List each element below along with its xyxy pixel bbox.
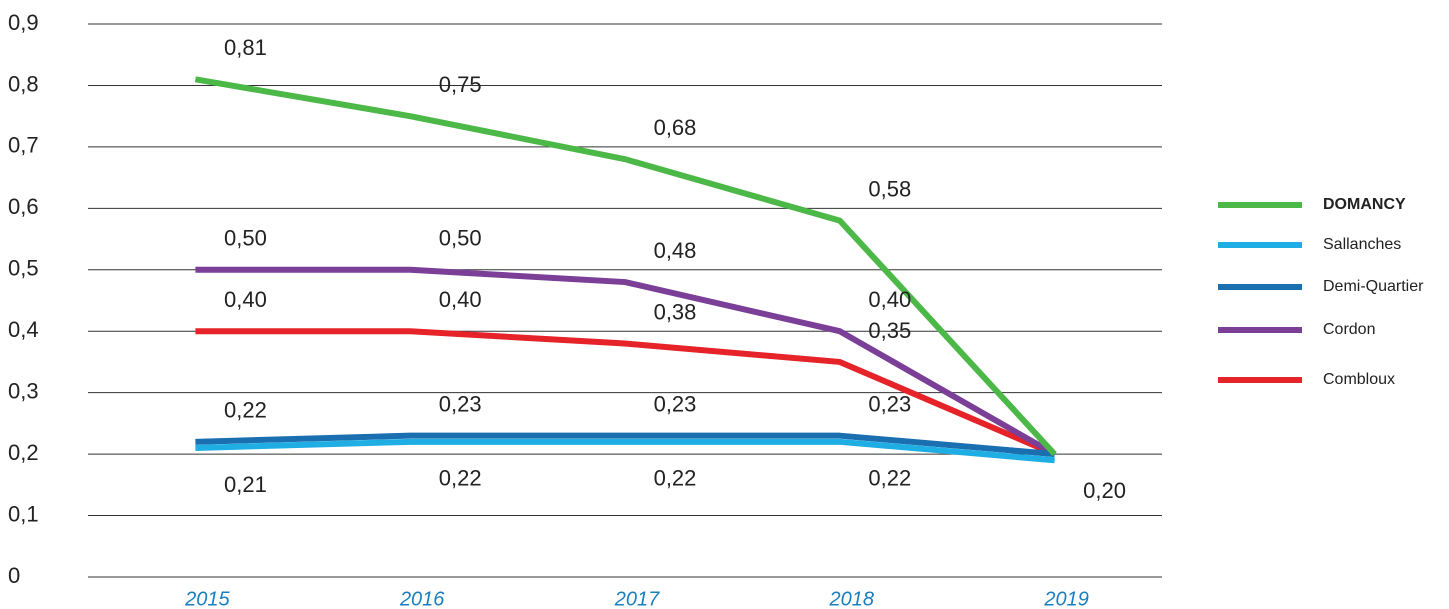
value-label: 0,40 [439, 287, 482, 312]
value-label: 0,81 [224, 35, 267, 60]
x-tick-label: 2016 [399, 588, 445, 609]
value-label: 0,50 [224, 226, 267, 251]
line [194, 76, 1057, 457]
value-label: 0,23 [868, 391, 911, 416]
value-label: 0,20 [1083, 478, 1126, 503]
value-label: 0,22 [654, 466, 697, 491]
value-label: 0,68 [654, 115, 697, 140]
y-tick-label: 0,2 [8, 440, 39, 465]
value-label: 0,58 [868, 176, 911, 201]
y-tick-label: 0,3 [8, 378, 39, 403]
legend-label: Combloux [1323, 371, 1395, 388]
x-tick-label: 2015 [184, 588, 230, 609]
x-tick-label: 2018 [829, 588, 875, 609]
value-label: 0,75 [439, 72, 482, 97]
value-label: 0,22 [868, 466, 911, 491]
y-tick-label: 0 [8, 563, 20, 588]
y-tick-label: 0,6 [8, 194, 39, 219]
x-tick-label: 2019 [1043, 588, 1089, 609]
value-label: 0,22 [439, 466, 482, 491]
line [195, 328, 1056, 457]
value-label: 0,21 [224, 472, 267, 497]
value-label: 0,40 [224, 287, 267, 312]
line [195, 438, 1055, 464]
value-label: 0,22 [224, 398, 267, 423]
y-tick-label: 0,7 [8, 133, 39, 158]
y-tick-label: 0,5 [8, 256, 39, 281]
value-label: 0,40 [868, 287, 911, 312]
legend-label: Demi-Quartier [1323, 278, 1424, 295]
value-label: 0,38 [654, 299, 697, 324]
legend-label: DOMANCY [1323, 196, 1406, 213]
value-label: 0,35 [868, 318, 911, 343]
value-label: 0,50 [439, 226, 482, 251]
value-label: 0,23 [654, 391, 697, 416]
y-tick-label: 0,9 [8, 10, 39, 35]
y-tick-label: 0,4 [8, 317, 39, 342]
x-tick-label: 2017 [614, 588, 660, 609]
value-label: 0,23 [439, 391, 482, 416]
legend-label: Cordon [1323, 321, 1375, 338]
line [195, 432, 1055, 458]
y-tick-label: 0,8 [8, 71, 39, 96]
legend-label: Sallanches [1323, 236, 1401, 253]
y-tick-label: 0,1 [8, 501, 39, 526]
line [195, 266, 1057, 457]
value-label: 0,48 [654, 238, 697, 263]
